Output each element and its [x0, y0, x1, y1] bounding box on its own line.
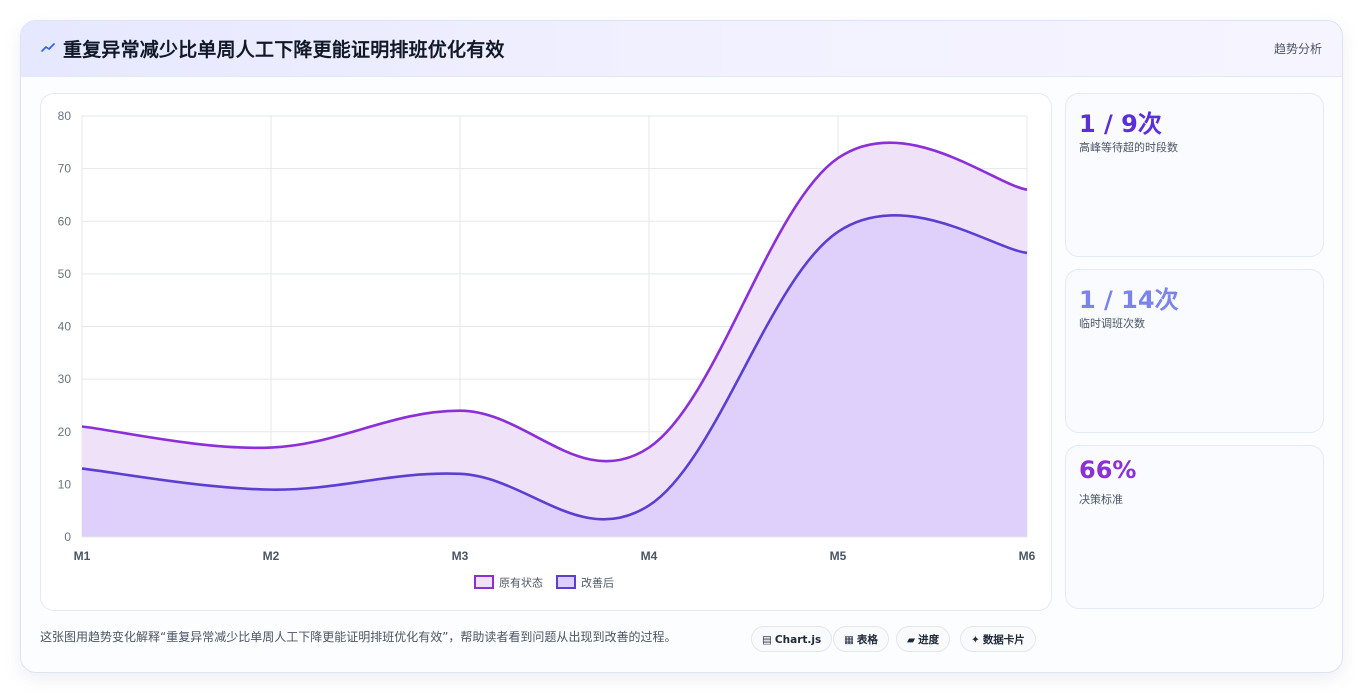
- header-tag: 趋势分析: [1273, 42, 1322, 56]
- series-area-2: [82, 215, 1027, 537]
- page-title: 重复异常减少比单周人工下降更能证明排班优化有效: [63, 39, 505, 61]
- y-tick-label: 80: [58, 109, 72, 123]
- tag-data-card[interactable]: ✦ 数据卡片: [960, 626, 1036, 652]
- tag-table[interactable]: ▦ 表格: [833, 626, 889, 652]
- series-line-2: [81, 214, 1028, 521]
- tag-chartjs[interactable]: ▤ Chart.js: [751, 626, 833, 652]
- legend-label: 原有状态: [499, 576, 543, 590]
- chart-description: 这张图用趋势变化解释“重复异常减少比单周人工下降更能证明排班优化有效”，帮助读者…: [40, 630, 677, 644]
- sparkle-icon: ✦: [971, 634, 980, 646]
- chart-panel: 0 10 20 30 40 50 60 70 80 M1 M2 M3 M4 M5 M6 原有状态 改善后: [40, 93, 1052, 611]
- tag-label: 表格: [856, 634, 878, 646]
- y-tick-label: 20: [58, 425, 72, 439]
- x-tick-label: M4: [641, 549, 658, 563]
- x-tick-label: M1: [74, 549, 91, 563]
- x-tick-label: M2: [263, 549, 280, 563]
- legend-swatch: [474, 575, 494, 589]
- y-tick-label: 70: [58, 162, 72, 176]
- y-tick-label: 60: [58, 214, 72, 228]
- chart-icon: ▤: [762, 634, 772, 646]
- trend-icon: [41, 43, 55, 52]
- stat-value: 1 / 9次: [1079, 110, 1162, 138]
- stat-card-peak-wait: 1 / 9次 高峰等待超的时段数: [1065, 93, 1324, 257]
- stat-value: 1 / 14次: [1079, 286, 1179, 314]
- card-header: 重复异常减少比单周人工下降更能证明排班优化有效 趋势分析: [21, 21, 1342, 77]
- y-tick-label: 0: [64, 530, 71, 544]
- y-tick-label: 30: [58, 372, 72, 386]
- tag-progress[interactable]: ▰ 进度: [896, 626, 951, 652]
- stat-card-temp-shift: 1 / 14次 临时调班次数: [1065, 269, 1324, 433]
- stat-card-decision: 66% 决策标准: [1065, 445, 1324, 609]
- progress-icon: ▰: [907, 634, 916, 646]
- tag-label: 进度: [918, 634, 940, 646]
- legend-swatch: [556, 575, 576, 589]
- series-line-1: [81, 141, 1028, 463]
- stat-label: 决策标准: [1079, 493, 1123, 506]
- x-tick-label: M3: [452, 549, 469, 563]
- area-chart: 0 10 20 30 40 50 60 70 80 M1 M2 M3 M4 M5 M6 原有状态 改善后: [58, 109, 1036, 590]
- tag-label: Chart.js: [774, 634, 822, 646]
- x-tick-label: M6: [1019, 549, 1036, 563]
- y-tick-label: 40: [58, 320, 72, 334]
- stat-label: 临时调班次数: [1079, 317, 1145, 330]
- legend-label: 改善后: [581, 576, 614, 590]
- y-tick-label: 50: [58, 267, 72, 281]
- table-icon: ▦: [844, 634, 854, 646]
- stat-value: 66%: [1079, 456, 1137, 484]
- tag-label: 数据卡片: [982, 634, 1025, 646]
- x-tick-label: M5: [830, 549, 847, 563]
- chart-card: 重复异常减少比单周人工下降更能证明排班优化有效 趋势分析 0 10 20 30 40 50…: [20, 20, 1343, 673]
- y-tick-label: 10: [58, 477, 72, 491]
- stat-label: 高峰等待超的时段数: [1079, 141, 1178, 154]
